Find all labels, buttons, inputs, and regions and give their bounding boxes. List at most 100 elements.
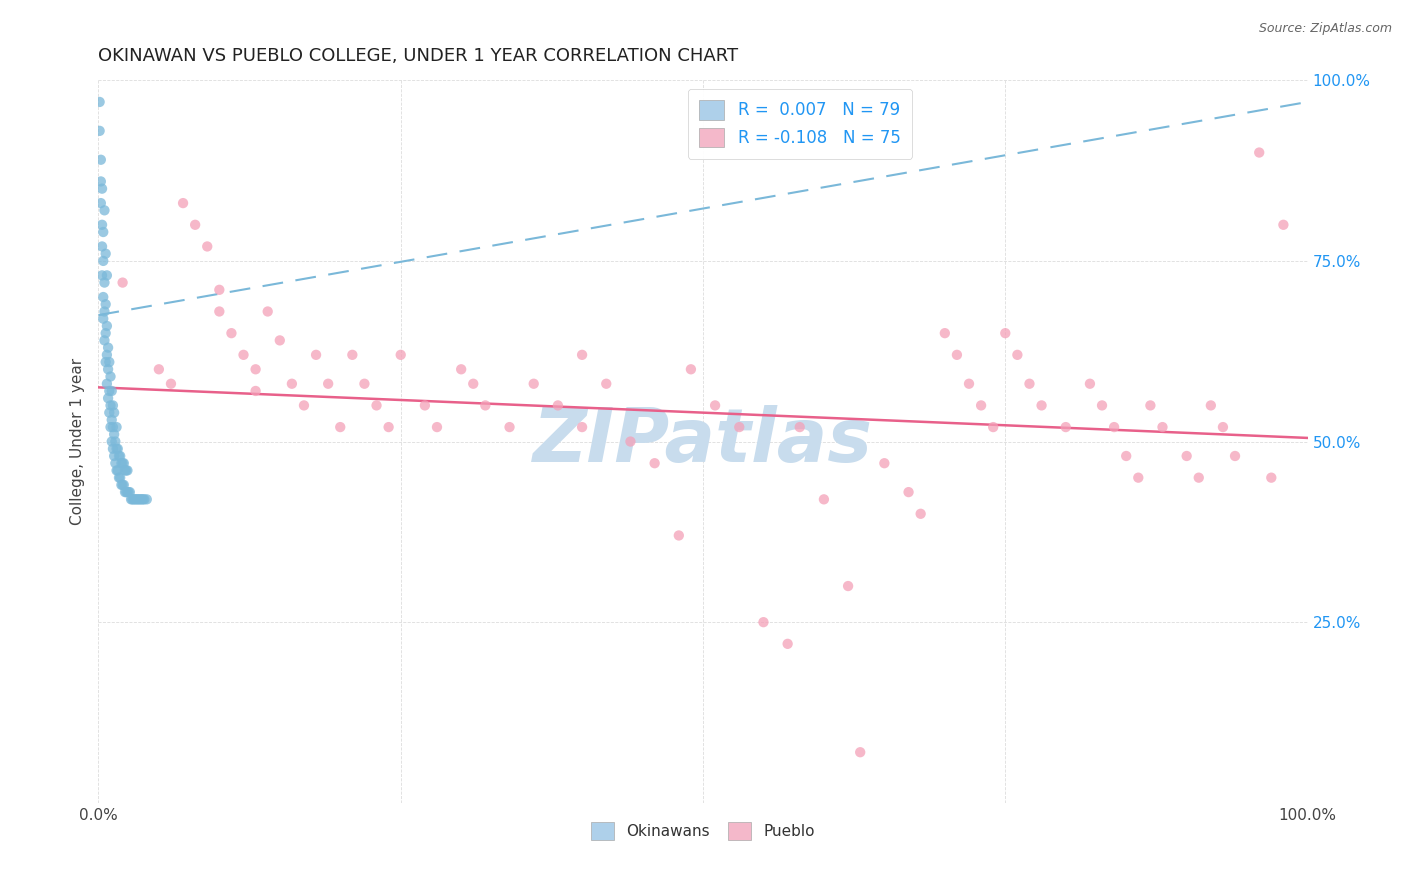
Point — [93, 304, 115, 318]
Point — [118, 485, 141, 500]
Point — [994, 326, 1017, 340]
Point — [96, 318, 118, 333]
Point — [595, 376, 617, 391]
Point — [108, 449, 131, 463]
Point — [90, 153, 112, 167]
Point — [103, 449, 125, 463]
Text: Source: ZipAtlas.com: Source: ZipAtlas.com — [1258, 22, 1392, 36]
Point — [108, 470, 131, 484]
Point — [305, 348, 328, 362]
Point — [122, 492, 145, 507]
Point — [110, 456, 132, 470]
Point — [970, 398, 993, 412]
Point — [1260, 470, 1282, 484]
Point — [523, 376, 546, 391]
Point — [100, 384, 122, 398]
Point — [789, 420, 811, 434]
Point — [96, 348, 118, 362]
Point — [498, 420, 520, 434]
Point — [104, 456, 127, 470]
Point — [426, 420, 449, 434]
Point — [91, 239, 114, 253]
Point — [934, 326, 956, 340]
Point — [94, 326, 117, 340]
Point — [98, 355, 121, 369]
Point — [125, 492, 148, 507]
Point — [256, 304, 278, 318]
Point — [571, 348, 593, 362]
Point — [135, 492, 157, 507]
Point — [897, 485, 920, 500]
Point — [89, 95, 111, 109]
Point — [1102, 420, 1125, 434]
Point — [110, 478, 132, 492]
Point — [111, 456, 134, 470]
Point — [112, 456, 135, 470]
Point — [100, 434, 122, 449]
Text: ZIPatlas: ZIPatlas — [533, 405, 873, 478]
Point — [1199, 398, 1222, 412]
Point — [195, 239, 218, 253]
Point — [111, 478, 134, 492]
Point — [101, 420, 124, 434]
Point — [101, 442, 124, 456]
Point — [108, 449, 131, 463]
Point — [571, 420, 593, 434]
Point — [107, 463, 129, 477]
Point — [128, 492, 150, 507]
Y-axis label: College, Under 1 year: College, Under 1 year — [70, 358, 86, 525]
Point — [91, 253, 114, 268]
Point — [776, 637, 799, 651]
Point — [134, 492, 156, 507]
Point — [221, 326, 243, 340]
Point — [474, 398, 496, 412]
Point — [127, 492, 149, 507]
Point — [117, 463, 139, 477]
Point — [281, 376, 304, 391]
Point — [1128, 470, 1150, 484]
Point — [108, 470, 131, 484]
Point — [97, 362, 120, 376]
Point — [114, 485, 136, 500]
Point — [96, 268, 118, 283]
Point — [91, 311, 114, 326]
Point — [91, 290, 114, 304]
Point — [115, 485, 138, 500]
Point — [837, 579, 859, 593]
Point — [91, 268, 114, 283]
Point — [813, 492, 835, 507]
Point — [316, 376, 339, 391]
Point — [118, 485, 141, 500]
Point — [463, 376, 485, 391]
Point — [644, 456, 666, 470]
Point — [91, 182, 114, 196]
Point — [377, 420, 399, 434]
Point — [208, 304, 231, 318]
Point — [100, 398, 122, 412]
Point — [1188, 470, 1211, 484]
Point — [1212, 420, 1234, 434]
Text: OKINAWAN VS PUEBLO COLLEGE, UNDER 1 YEAR CORRELATION CHART: OKINAWAN VS PUEBLO COLLEGE, UNDER 1 YEAR… — [98, 47, 738, 65]
Point — [668, 528, 690, 542]
Point — [1054, 420, 1077, 434]
Point — [366, 398, 388, 412]
Point — [450, 362, 472, 376]
Point — [245, 384, 267, 398]
Point — [728, 420, 751, 434]
Point — [619, 434, 641, 449]
Point — [946, 348, 969, 362]
Point — [160, 376, 183, 391]
Point — [97, 391, 120, 405]
Point — [105, 420, 128, 434]
Point — [120, 492, 142, 507]
Point — [957, 376, 980, 391]
Point — [132, 492, 155, 507]
Point — [100, 413, 122, 427]
Point — [104, 434, 127, 449]
Point — [910, 507, 932, 521]
Point — [981, 420, 1004, 434]
Point — [184, 218, 207, 232]
Point — [413, 398, 436, 412]
Point — [93, 276, 115, 290]
Point — [129, 492, 152, 507]
